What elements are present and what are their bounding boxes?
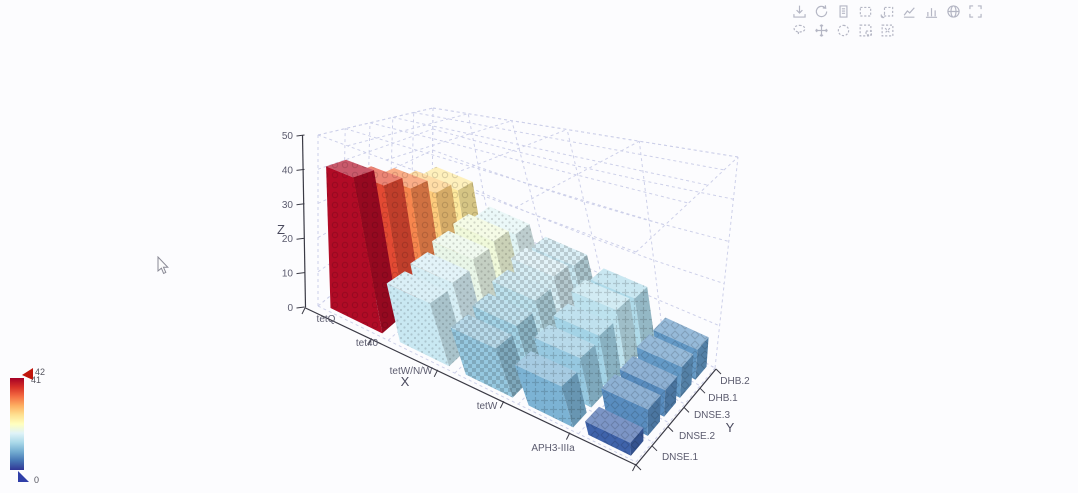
bar3d-cell[interactable] — [450, 314, 528, 398]
pan-icon[interactable] — [814, 23, 829, 38]
colorbar-min-handle[interactable] — [18, 471, 29, 482]
bar3d-cell[interactable] — [601, 374, 661, 436]
bar3d-cell[interactable] — [585, 406, 644, 456]
y-axis-title: Y — [726, 420, 735, 435]
x-axis-label: tetQ — [317, 314, 336, 325]
x-axis-label: tetW/N/W — [390, 366, 433, 377]
z-axis-tick-label: 20 — [282, 234, 294, 245]
bar-chart-icon[interactable] — [924, 4, 939, 19]
bar3d-cell[interactable] — [514, 351, 587, 428]
circle-select-icon[interactable] — [836, 23, 851, 38]
z-axis-tick-label: 50 — [282, 131, 294, 142]
axes-3d: 0 10 20 30 40 50 — [282, 131, 722, 472]
clear-selection-icon[interactable] — [880, 23, 895, 38]
colorbar-handle-label: 41 — [31, 375, 41, 385]
z-axis-tick-label: 0 — [287, 303, 293, 314]
colorbar: 42 41 0 — [10, 367, 45, 485]
x-axis-title: X — [401, 374, 410, 389]
z-axis-tick-label: 40 — [282, 165, 294, 176]
y-axis-label: DNSE.2 — [679, 431, 716, 442]
bar3d-cell[interactable] — [386, 271, 465, 367]
data-view-icon[interactable] — [836, 4, 851, 19]
y-axis-label: DHB.1 — [708, 393, 738, 404]
y-axis-label: DNSE.1 — [662, 452, 699, 463]
zoom-window-icon[interactable] — [858, 4, 873, 19]
keep-selection-icon[interactable] — [858, 23, 873, 38]
x-axis-label: tetW — [477, 401, 498, 412]
colorbar-max-label: 42 — [35, 367, 45, 377]
axis-labels: X Y Z tetQ tet40 tetW/N/W tetW APH3-IIIa DNSE… — [277, 222, 750, 463]
y-axis-label: DHB.2 — [720, 376, 750, 387]
line-chart-icon[interactable] — [902, 4, 917, 19]
y-axis-label: DNSE.3 — [694, 410, 731, 421]
x-axis-label: APH3-IIIa — [531, 443, 575, 454]
bars-3d[interactable] — [326, 159, 709, 456]
colorbar-min-label: 0 — [34, 475, 39, 485]
x-axis-label: tet40 — [356, 338, 379, 349]
fullscreen-icon[interactable] — [968, 4, 983, 19]
toolbar-row-1 — [792, 4, 1012, 19]
chart-toolbar — [792, 4, 1012, 42]
restore-icon[interactable] — [814, 4, 829, 19]
globe-icon[interactable] — [946, 4, 961, 19]
z-axis-title: Z — [277, 222, 285, 237]
z-axis-tick-label: 30 — [282, 200, 294, 211]
lasso-select-icon[interactable] — [792, 23, 807, 38]
download-icon[interactable] — [792, 4, 807, 19]
colorbar-max-handle[interactable] — [22, 368, 33, 380]
bar3d-cell[interactable] — [326, 159, 400, 334]
colorbar-gradient — [10, 378, 24, 470]
z-axis-tick-label: 10 — [282, 269, 294, 280]
reset-view-icon[interactable] — [880, 4, 895, 19]
toolbar-row-2 — [792, 23, 1012, 38]
